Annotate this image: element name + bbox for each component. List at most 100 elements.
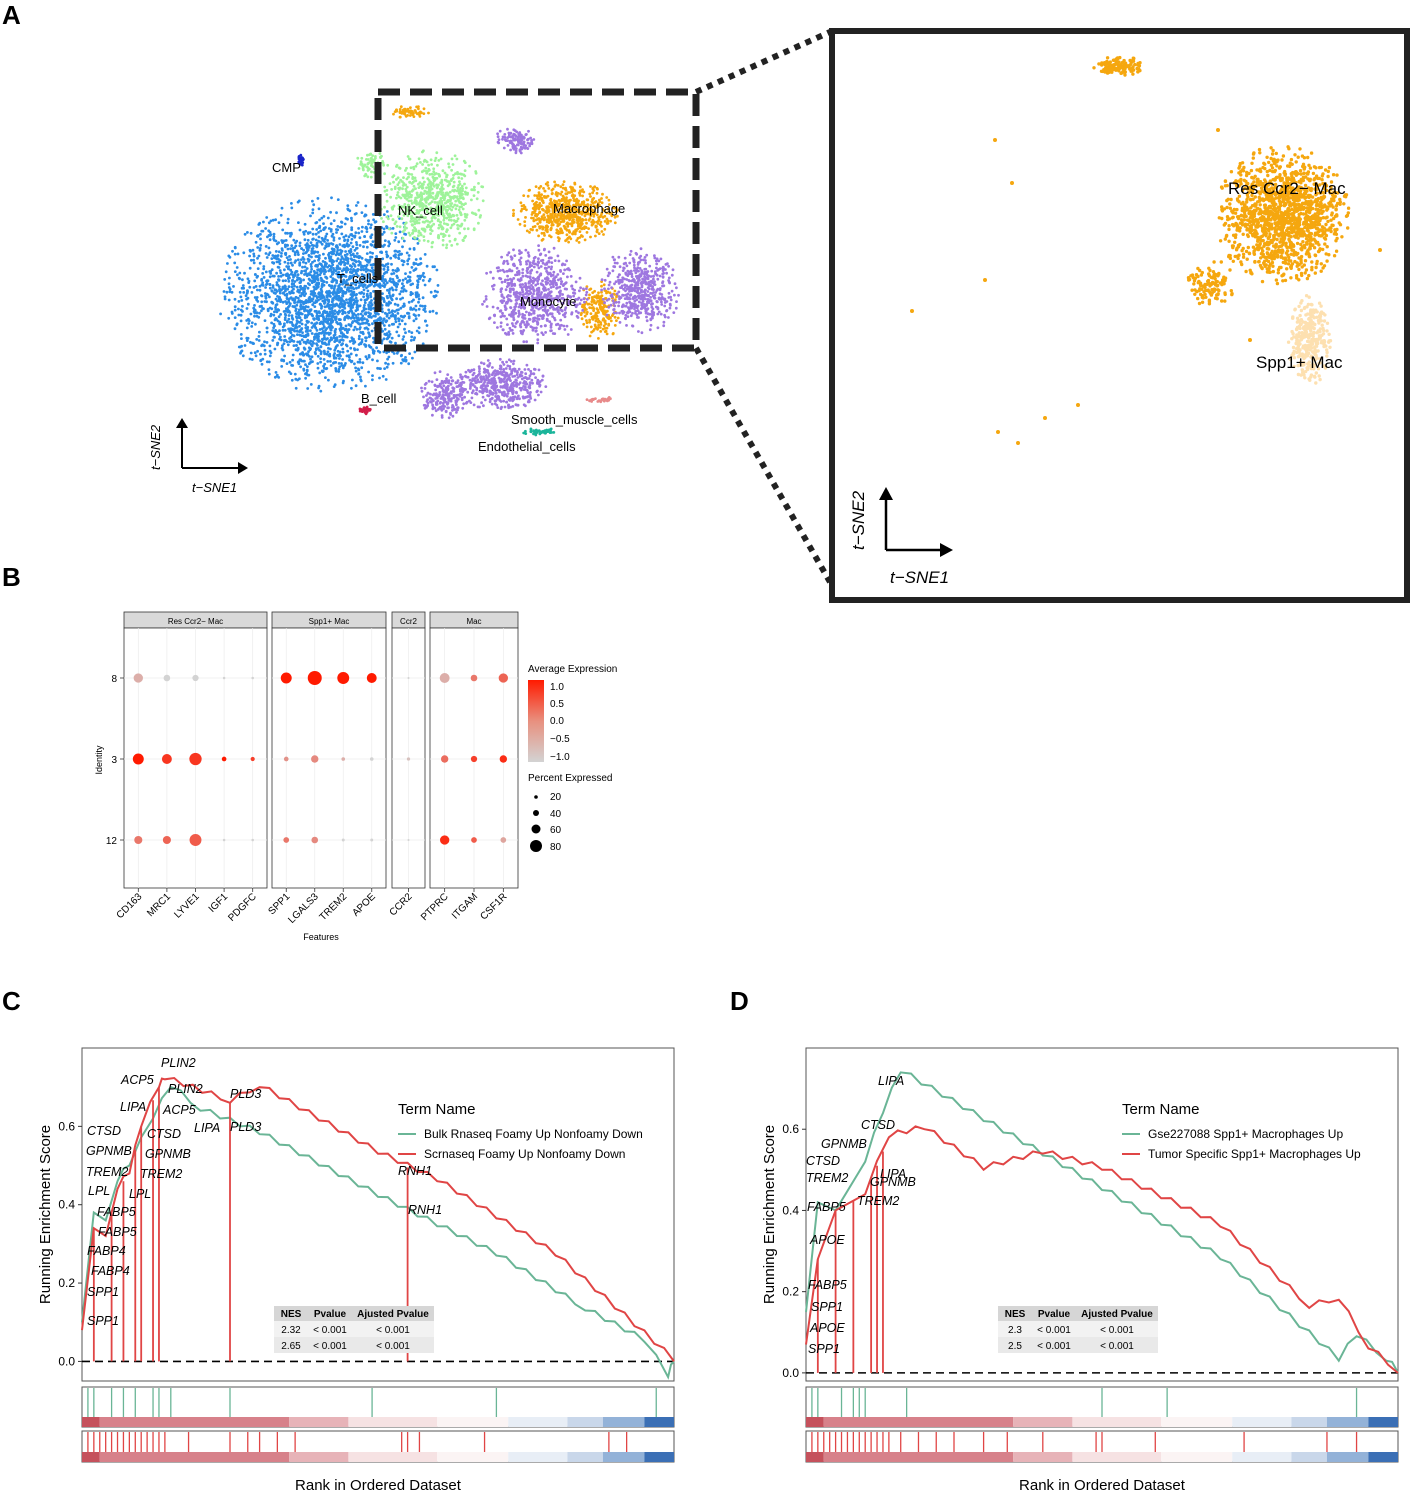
tsne-point-nk-cell [396,183,400,187]
tsne-point-nk-cell [463,227,466,231]
tsne-point-nk-cell [460,184,464,188]
tsne-point-macrophage [597,216,600,219]
tsne-point-t-cells [283,316,287,320]
tsne-point-t-cells [317,207,321,211]
tsne-point-nk-cell [399,178,402,182]
tsne-point-macrophage [601,311,605,314]
tsne-point-monocyte [511,332,515,335]
tsne-point-nk-cell [404,206,407,210]
tsne-point-t-cells [282,358,285,362]
tsne-point-t-cells [236,252,240,256]
tsne-point-t-cells [385,351,388,355]
tsne-point-nk-cell [458,189,461,193]
tsne-point-t-cells [260,309,263,313]
tsne-point-t-cells [307,311,310,315]
tsne-point-t-cells [325,314,329,318]
tsne-point-t-cells [312,285,316,289]
tsne-point-t-cells [358,334,361,338]
tsne-point-nk-cell [405,190,408,193]
tsne-point-t-cells [322,299,326,303]
tsne-point-t-cells [401,263,405,267]
tsne-point-t-cells [242,291,246,294]
tsne-point-t-cells [388,242,392,246]
tsne-point-t-cells [255,311,259,315]
tsne-point-t-cells [347,287,350,291]
tsne-point-macrophage [392,112,395,116]
tsne-point-t-cells [373,311,377,315]
tsne-point-t-cells [325,290,329,293]
tsne-point-t-cells [407,300,411,304]
tsne-point-nk-cell [388,182,392,186]
tsne-point-t-cells [304,261,308,265]
tsne-point-t-cells [364,384,367,388]
tsne-point-t-cells [247,322,251,325]
tsne-point-macrophage [609,219,612,223]
tsne-point-monocyte [526,266,529,270]
tsne-point-t-cells [284,231,287,235]
tsne-point-macrophage [555,194,559,198]
tsne-point-t-cells [307,272,311,276]
tsne-point-t-cells [283,328,287,332]
tsne-point-t-cells [414,314,417,318]
tsne-point-t-cells [306,387,310,390]
tsne-point-monocyte [581,309,585,312]
tsne-point-macrophage [591,298,595,302]
tsne-point-monocyte [515,290,518,294]
tsne-point-nk-cell [460,193,464,197]
tsne-point-t-cells [338,365,342,369]
tsne-point-t-cells [423,275,426,279]
tsne-point-macrophage [419,110,422,114]
tsne-point-t-cells [416,280,420,284]
tsne-point-t-cells [291,247,295,250]
tsne-point-t-cells [414,317,418,321]
tsne-point-t-cells [266,309,270,313]
tsne-point-t-cells [373,281,377,284]
tsne-point-t-cells [223,295,227,299]
tsne-point-t-cells [335,259,339,263]
tsne-point-t-cells [325,343,328,346]
tsne-point-macrophage [538,210,542,214]
tsne-point-t-cells [294,323,298,327]
tsne-point-t-cells [417,331,421,335]
tsne-point-t-cells [315,244,319,248]
tsne-point-t-cells [252,258,256,262]
tsne-point-t-cells [286,343,290,347]
tsne-point-t-cells [342,260,346,264]
tsne-point-monocyte [579,298,583,302]
tsne-point-t-cells [336,248,340,252]
tsne-point-t-cells [413,268,417,271]
tsne-point-nk-cell [446,228,449,232]
tsne-point-t-cells [254,240,258,244]
tsne-point-t-cells [305,371,308,375]
tsne-point-macrophage [597,232,601,236]
tsne-point-t-cells [233,316,237,319]
tsne-point-macrophage [559,185,563,189]
tsne-point-t-cells [292,238,296,242]
tsne-point-nk-cell [392,180,395,184]
tsne-point-monocyte [560,308,563,312]
tsne-point-t-cells [233,246,237,250]
tsne-point-macrophage [581,194,584,198]
tsne-point-t-cells [292,282,296,286]
tsne-point-macrophage [588,334,592,338]
tsne-point-t-cells [407,330,411,333]
tsne-point-monocyte [491,305,495,309]
tsne-point-t-cells [323,237,327,241]
tsne-point-t-cells [342,333,345,336]
tsne-point-t-cells [338,309,341,313]
tsne-point-t-cells [303,284,307,288]
tsne-point-t-cells [381,374,385,378]
tsne-point-t-cells [271,339,275,342]
tsne-point-t-cells [418,277,422,281]
tsne-point-t-cells [357,337,361,341]
tsne-point-macrophage [398,115,402,119]
tsne-point-monocyte [551,315,554,318]
tsne-point-t-cells [288,340,292,344]
tsne-point-t-cells [337,253,341,256]
tsne-point-t-cells [368,283,372,287]
tsne-point-t-cells [344,327,348,331]
tsne-point-t-cells [323,317,326,321]
tsne-point-t-cells [351,378,354,382]
tsne-point-nk-cell [395,163,399,167]
tsne-point-t-cells [347,354,351,357]
